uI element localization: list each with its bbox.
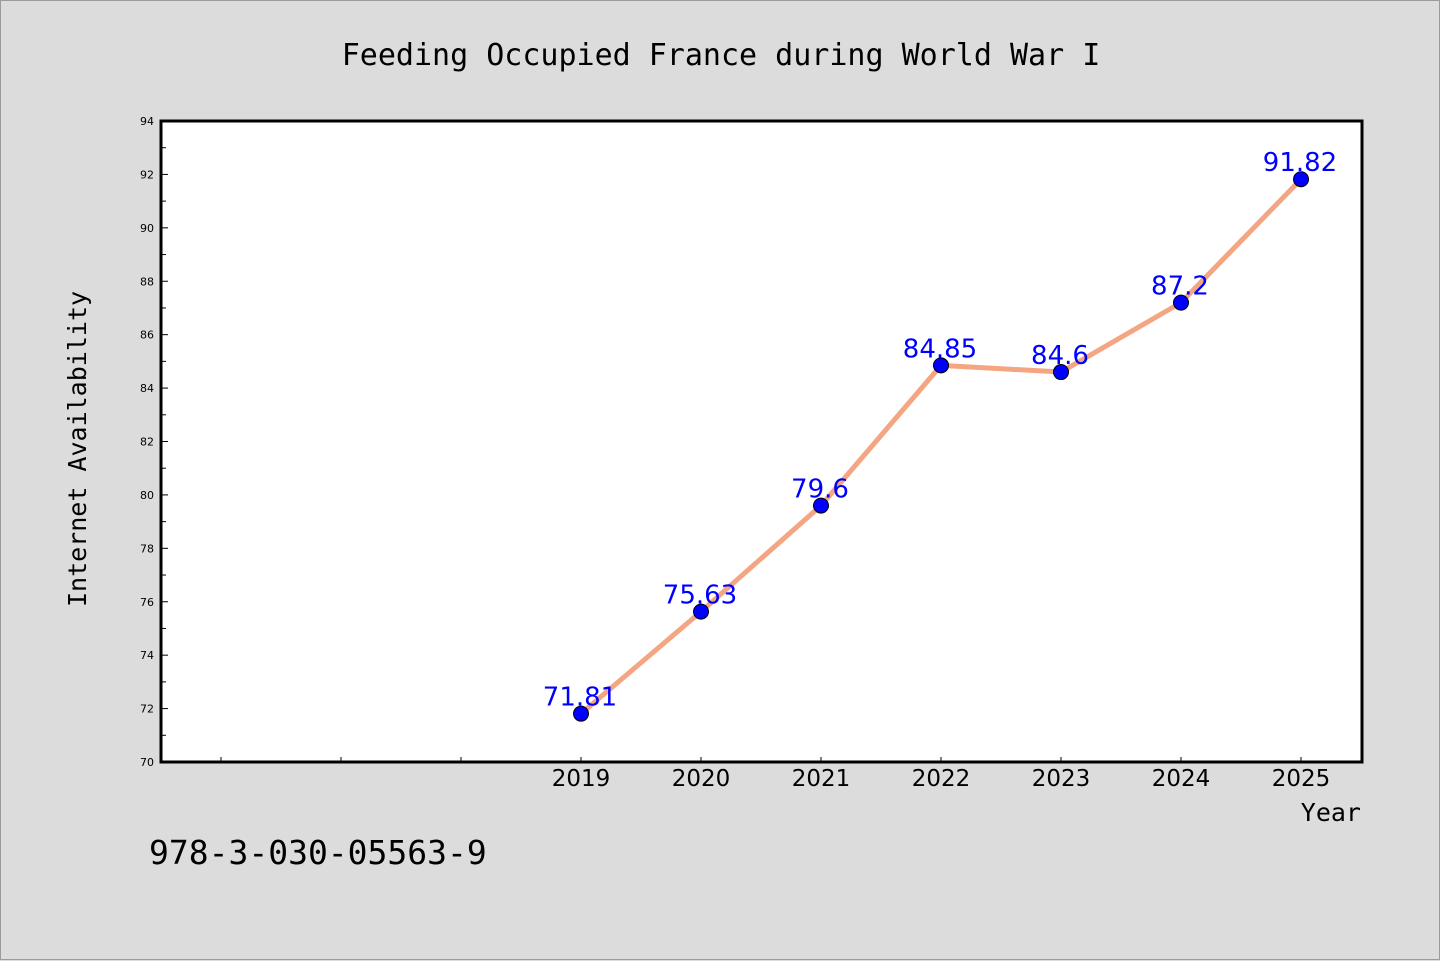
y-tick-label: 78 (140, 542, 154, 555)
x-tick-label: 2019 (552, 766, 611, 792)
data-label: 75.63 (663, 581, 737, 611)
x-tick-label: 2025 (1272, 766, 1331, 792)
y-tick-label: 90 (140, 222, 154, 235)
x-tick-label: 2023 (1032, 766, 1091, 792)
y-axis: 70 72 74 76 78 80 82 84 86 88 90 92 94 (140, 115, 168, 769)
data-point (573, 705, 589, 722)
data-label: 87.2 (1151, 272, 1209, 302)
x-tick-label: 2022 (912, 766, 971, 792)
y-tick-label: 82 (140, 436, 154, 449)
data-point (1173, 294, 1189, 311)
x-axis: 2019 2020 2021 2022 2023 2024 2025 (220, 757, 1331, 792)
plot-area (159, 119, 1364, 764)
data-label: 71.81 (543, 683, 617, 713)
y-tick-label: 84 (140, 382, 154, 395)
y-tick-label: 92 (140, 168, 154, 181)
footnote: 978-3-030-05563-9 (149, 833, 487, 872)
x-tick-label: 2020 (672, 766, 731, 792)
y-tick-label: 74 (140, 649, 154, 662)
y-tick-label: 94 (140, 115, 154, 128)
data-point (813, 497, 829, 514)
y-tick-label: 86 (140, 329, 154, 342)
data-label: 91.82 (1263, 148, 1337, 178)
data-point (1293, 171, 1309, 188)
data-point (933, 357, 949, 374)
y-tick-label: 72 (140, 703, 154, 716)
y-axis-label: Internet Availability (63, 291, 92, 607)
series-group: 71.81 75.63 79.6 84.85 84.6 87.2 91.82 (543, 148, 1337, 722)
y-tick-label: 80 (140, 489, 154, 502)
x-tick-label: 2024 (1152, 766, 1211, 792)
x-tick-label: 2021 (792, 766, 851, 792)
x-axis-label: Year (1301, 798, 1361, 827)
data-label: 84.6 (1031, 341, 1089, 371)
data-label: 79.6 (791, 475, 849, 505)
y-tick-label: 76 (140, 596, 154, 609)
y-tick-label: 88 (140, 275, 154, 288)
y-tick-label: 70 (140, 756, 154, 769)
chart-title: Feeding Occupied France during World War… (342, 38, 1101, 73)
data-point (1053, 364, 1069, 381)
data-label: 84.85 (903, 334, 977, 364)
data-point (693, 603, 709, 620)
